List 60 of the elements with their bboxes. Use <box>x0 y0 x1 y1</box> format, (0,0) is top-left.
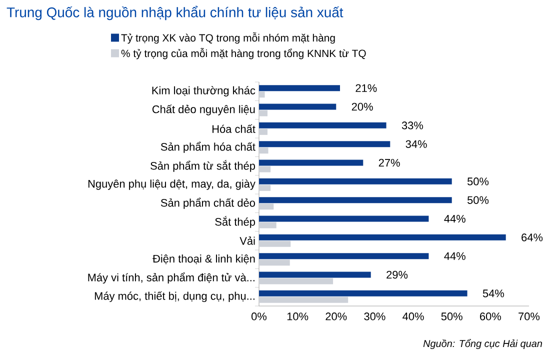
bar <box>259 222 276 228</box>
x-tick-label: 60% <box>480 312 501 320</box>
bar <box>259 122 386 128</box>
x-tick-label: 20% <box>326 312 347 320</box>
bar <box>259 234 506 240</box>
bar <box>259 296 348 303</box>
y-tick-label: Sắt thép <box>215 216 255 228</box>
bar <box>259 160 364 166</box>
y-tick-label: Hóa chất <box>212 124 256 133</box>
x-tick-label: 50% <box>441 312 462 320</box>
text: Nguồn: Tổng cục Hải quan <box>423 338 542 350</box>
bar <box>259 178 452 184</box>
x-tick-label: 70% <box>518 312 540 320</box>
x-tick-label: 0% <box>252 312 267 320</box>
data-label: 44% <box>444 252 466 260</box>
y-tick-label: Chất dẻo nguyên liệu <box>152 104 255 116</box>
bar <box>259 148 268 154</box>
bar <box>259 253 429 260</box>
data-label: 29% <box>386 270 408 279</box>
data-label: 54% <box>482 290 504 298</box>
y-tick-label: Kim loại thường khác <box>152 86 256 96</box>
bar <box>259 104 336 110</box>
data-label: 44% <box>444 214 466 223</box>
data-label: 50% <box>467 178 489 186</box>
data-label: 34% <box>406 140 427 148</box>
data-label: 20% <box>352 102 373 111</box>
bar <box>259 85 340 92</box>
bar <box>259 204 274 210</box>
bar <box>259 240 291 247</box>
y-tick-label: Máy vi tính, sản phẩm điện tử và... <box>88 272 254 284</box>
bar <box>259 110 268 116</box>
chart-title: Trung Quốc là nguồn nhập khẩu chính tư liệu sản xuất <box>6 6 344 20</box>
bar <box>259 92 265 98</box>
y-tick-label: Vải <box>240 236 255 245</box>
bar <box>259 184 271 191</box>
data-label: 21% <box>356 84 377 92</box>
bar <box>259 141 390 148</box>
bar <box>259 272 371 278</box>
bar <box>259 260 290 266</box>
x-tick-label: 30% <box>364 312 386 320</box>
bar <box>259 290 468 296</box>
y-tick-label: Máy móc, thiết bị, dụng cụ, phụ... <box>94 291 254 302</box>
bar <box>259 216 429 222</box>
legend-label: % tỷ trọng của mỗi mặt hàng trong tổng KNNK từ TQ <box>121 48 366 60</box>
x-tick-label: 40% <box>402 312 424 320</box>
bar <box>259 278 334 284</box>
bar <box>259 197 452 204</box>
bar <box>259 128 268 135</box>
data-label: 50% <box>467 196 489 204</box>
y-tick-label: Sản phẩm chất dẻo <box>160 198 255 209</box>
y-tick-label: Sản phẩm hóa chất <box>160 142 256 153</box>
data-label: 27% <box>378 158 400 167</box>
data-label: 64% <box>522 234 543 242</box>
x-tick-label: 10% <box>287 312 308 320</box>
y-tick-label: Điện thoại & linh kiện <box>152 254 255 264</box>
bar <box>259 166 271 172</box>
data-label: 33% <box>402 122 424 130</box>
legend-label: Tỷ trọng XK vào TQ trong mỗi nhóm mặt hàng <box>121 32 335 44</box>
y-tick-label: Nguyên phụ liệu dệt, may, da, giày <box>88 180 256 190</box>
y-tick-label: Sản phẩm từ sắt thép <box>150 160 255 172</box>
